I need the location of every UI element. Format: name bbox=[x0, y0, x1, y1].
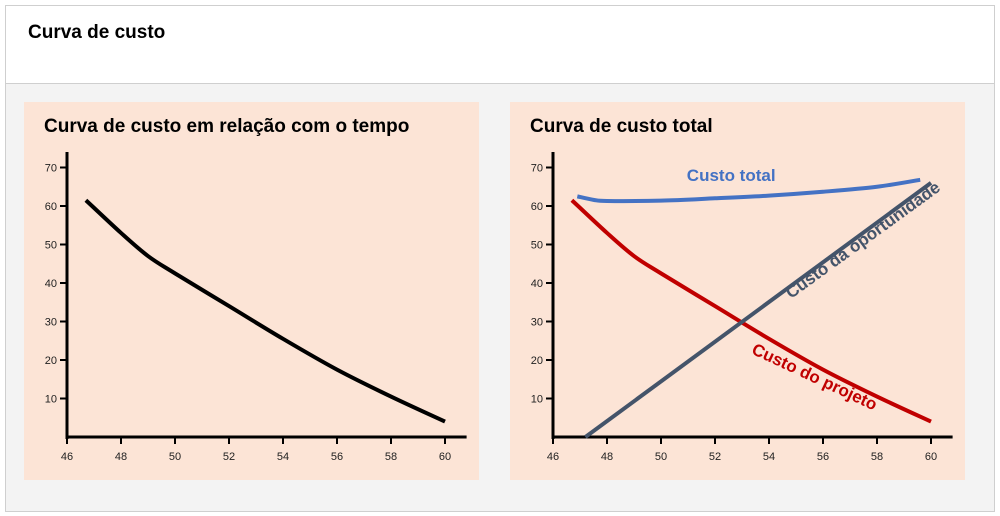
series-line-custo-do-projeto bbox=[570, 198, 932, 424]
x-tick-label: 54 bbox=[763, 451, 775, 463]
x-tick-label: 54 bbox=[277, 451, 289, 463]
x-tick-label: 56 bbox=[817, 451, 829, 463]
x-tick-label: 48 bbox=[601, 451, 613, 463]
series-label-custo-do-projeto: Custo do projeto bbox=[749, 340, 880, 415]
x-tick-label: 48 bbox=[115, 451, 127, 463]
x-tick-label: 46 bbox=[61, 451, 73, 463]
y-tick-label: 10 bbox=[531, 394, 543, 406]
y-tick-label: 40 bbox=[531, 278, 543, 290]
chart-title: Curva de custo total bbox=[530, 116, 713, 137]
page-title: Curva de custo bbox=[28, 22, 166, 43]
y-tick-label: 10 bbox=[45, 394, 57, 406]
x-tick-label: 50 bbox=[655, 451, 667, 463]
x-tick-label: 56 bbox=[331, 451, 343, 463]
y-tick-label: 40 bbox=[45, 278, 57, 290]
y-tick-label: 20 bbox=[531, 355, 543, 367]
page-header: Curva de custo bbox=[6, 6, 994, 84]
y-tick-label: 70 bbox=[45, 163, 57, 175]
y-tick-label: 60 bbox=[45, 201, 57, 213]
y-tick-label: 60 bbox=[531, 201, 543, 213]
chart-title: Curva de custo em relação com o tempo bbox=[44, 116, 410, 137]
x-tick-label: 58 bbox=[385, 451, 397, 463]
series-label-custo-da-oportunidade: Custo da oportunidade bbox=[782, 178, 944, 303]
chart-panel-cost-over-time: Curva de custo em relação com o tempo 46… bbox=[24, 102, 479, 480]
x-tick-label: 52 bbox=[223, 451, 235, 463]
series-line-custo-total bbox=[576, 177, 921, 204]
y-tick-label: 30 bbox=[531, 317, 543, 329]
series-label-custo-total: Custo total bbox=[687, 166, 776, 185]
x-tick-label: 60 bbox=[439, 451, 451, 463]
x-tick-label: 52 bbox=[709, 451, 721, 463]
chart-total-cost: 46 48 50 52 54 56 58 60 10 20 30 40 50 60 70 Custo do p… bbox=[531, 152, 953, 463]
series-line-custo bbox=[84, 198, 446, 424]
x-tick-label: 58 bbox=[871, 451, 883, 463]
y-tick-label: 50 bbox=[45, 240, 57, 252]
x-tick-label: 50 bbox=[169, 451, 181, 463]
y-tick-label: 30 bbox=[45, 317, 57, 329]
chart-panel-total-cost: Curva de custo total 46 48 50 52 54 56 58 60 10 2… bbox=[510, 102, 965, 480]
y-tick-label: 70 bbox=[531, 163, 543, 175]
x-tick-label: 60 bbox=[925, 451, 937, 463]
chart-cost-over-time: 46 48 50 52 54 56 58 60 10 20 30 40 50 60 70 bbox=[45, 152, 467, 463]
series-line-custo-da-oportunidade bbox=[584, 181, 933, 439]
y-tick-label: 50 bbox=[531, 240, 543, 252]
x-tick-label: 46 bbox=[547, 451, 559, 463]
y-tick-label: 20 bbox=[45, 355, 57, 367]
